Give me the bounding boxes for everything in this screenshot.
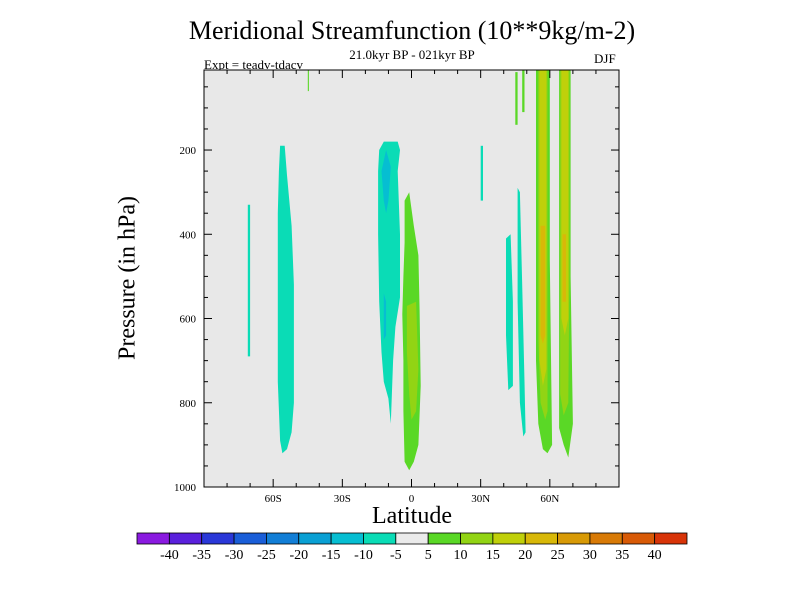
colorbar-box-12: [524, 532, 558, 545]
colorbar-box-9: [427, 532, 461, 545]
y-tick-label: 800: [180, 398, 197, 410]
contour-region-4: [383, 293, 387, 340]
colorbar-label: -35: [192, 548, 211, 563]
colorbar-label: -40: [160, 548, 179, 563]
colorbar-box-7: [363, 532, 397, 545]
colorbar-box-14: [589, 532, 623, 545]
colorbar-box-13: [557, 532, 591, 545]
colorbar-label: 10: [454, 548, 468, 563]
contour-region-10: [307, 70, 309, 92]
contour-region-9: [522, 70, 525, 113]
y-tick-label: 200: [180, 145, 197, 157]
colorbar-label: 20: [518, 548, 532, 563]
chart-subtitle: 21.0kyr BP - 021kyr BP: [349, 47, 475, 62]
contour-region-3: [381, 150, 391, 214]
chart-title: Meridional Streamfunction (10**9kg/m-2): [188, 16, 636, 45]
season-annotation: DJF: [594, 51, 616, 66]
y-tick-label: 400: [180, 229, 197, 241]
colorbar-box-8: [395, 532, 429, 545]
colorbar-box-10: [460, 532, 494, 545]
colorbar-box-16: [654, 532, 688, 545]
contour-region-20: [562, 234, 566, 302]
contour-region-0: [247, 204, 251, 357]
colorbar-label: 5: [425, 548, 432, 563]
colorbar-box-2: [201, 532, 235, 545]
colorbar-label: 40: [648, 548, 662, 563]
x-axis-label: Latitude: [372, 503, 452, 529]
colorbar-label: -25: [257, 548, 276, 563]
contour-region-6: [506, 234, 513, 391]
x-tick-label: 60N: [540, 493, 559, 505]
x-tick-label: 30S: [334, 493, 351, 505]
colorbar-label: -30: [225, 548, 244, 563]
colorbar-label: -10: [354, 548, 373, 563]
colorbar-label: -5: [390, 548, 402, 563]
colorbar-label: -15: [322, 548, 341, 563]
x-tick-label: 0: [409, 493, 415, 505]
contour-region-8: [515, 72, 518, 125]
colorbar-box-15: [621, 532, 656, 545]
experiment-annotation: Expt = teadv-tdacv: [204, 57, 304, 72]
colorbar-label: 35: [615, 548, 629, 563]
contour-region-7: [517, 187, 526, 437]
colorbar-box-0: [136, 532, 170, 545]
axes: 60S 30S 0 30N 60N 200 400 600 800 1000: [174, 70, 619, 505]
contour-region-5: [480, 145, 483, 201]
x-tick-label: 30N: [471, 493, 490, 505]
x-tick-label: 60S: [265, 493, 282, 505]
colorbar-label: -20: [289, 548, 308, 563]
colorbar-box-11: [492, 532, 526, 545]
contour-region-16: [540, 225, 546, 344]
colorbar-box-1: [168, 532, 203, 545]
y-tick-label: 600: [180, 314, 197, 326]
colorbar-label: 15: [486, 548, 500, 563]
contour-region-12: [406, 301, 419, 420]
colorbar-box-5: [298, 532, 332, 545]
colorbar-label: 30: [583, 548, 597, 563]
colorbar-box-4: [266, 532, 300, 545]
colorbar-box-3: [233, 532, 267, 545]
colorbar: -40 -35 -30 -25 -20 -15 -10 -5 5 10 15 20 25 30 35 40: [136, 532, 688, 563]
colorbar-box-6: [330, 532, 364, 545]
colorbar-label: 25: [551, 548, 565, 563]
contour-region-2: [378, 141, 400, 424]
y-tick-label: 1000: [174, 482, 197, 494]
plot-area: [204, 70, 619, 487]
contour-region-1: [277, 145, 294, 454]
